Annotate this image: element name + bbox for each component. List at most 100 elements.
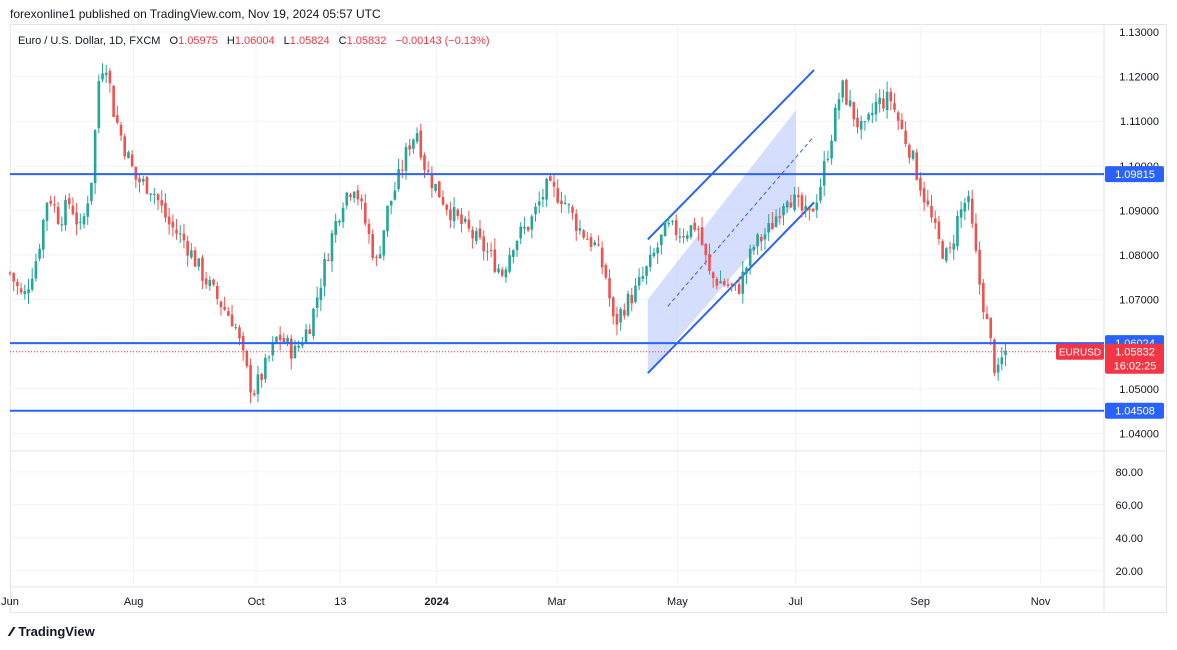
candle <box>42 218 45 259</box>
candle-body <box>34 261 38 279</box>
candle <box>970 189 974 229</box>
candle <box>996 357 1000 381</box>
candle-body <box>304 329 308 343</box>
footer-brand[interactable]: ⁄⁄ TradingView <box>10 624 95 639</box>
candle <box>408 138 411 157</box>
high-label: H <box>226 35 235 47</box>
candle-body <box>900 119 904 129</box>
candle <box>593 239 597 247</box>
candle <box>82 212 86 229</box>
candle <box>75 203 78 236</box>
candle-body <box>312 308 315 337</box>
candle-body <box>282 338 286 343</box>
candle <box>319 278 323 312</box>
candle <box>552 174 556 197</box>
candle <box>604 263 608 280</box>
candle <box>545 177 548 207</box>
candle <box>782 203 785 226</box>
candle-body <box>215 285 219 299</box>
candle <box>719 270 722 284</box>
candle <box>486 242 489 261</box>
candle-body <box>415 133 419 142</box>
candle <box>478 220 482 240</box>
candle <box>726 278 730 289</box>
candle <box>833 103 837 142</box>
candle-body <box>737 284 741 294</box>
candle-body <box>586 238 589 240</box>
candle-body <box>885 91 889 111</box>
candle-body <box>748 248 752 266</box>
candle-body <box>852 101 856 120</box>
candle <box>382 230 386 261</box>
symbol-tag-label: EURUSD <box>1059 348 1101 359</box>
candle-body <box>323 258 326 287</box>
candle-body <box>826 158 830 160</box>
candle <box>789 194 793 208</box>
candles <box>8 63 1007 404</box>
candle <box>471 226 474 249</box>
candle-body <box>600 247 604 268</box>
level-price-label: 1.09815 <box>1115 169 1155 181</box>
candle-body <box>989 317 993 339</box>
candle-body <box>90 182 93 201</box>
candle-body <box>408 145 411 150</box>
candle-body <box>449 209 452 221</box>
candle <box>623 303 626 320</box>
candle <box>541 188 545 208</box>
candle-body <box>82 216 86 225</box>
candle <box>908 143 911 164</box>
candle <box>460 208 463 233</box>
candle-body <box>426 170 430 172</box>
candle-body <box>641 276 645 279</box>
indicator-tick-label: 40.00 <box>1115 533 1143 545</box>
candle-body <box>811 208 815 212</box>
candle <box>64 195 67 231</box>
candle <box>341 202 345 229</box>
candle <box>234 323 238 331</box>
candle <box>449 201 452 228</box>
low-value: 1.05824 <box>289 35 330 47</box>
candle-body <box>30 278 34 290</box>
candle-body <box>330 233 334 262</box>
candle-body <box>19 288 23 293</box>
time-tick-label: Sep <box>910 596 930 608</box>
candle <box>475 227 478 245</box>
indicator-tick-label: 60.00 <box>1115 500 1143 512</box>
candle-body <box>12 273 16 282</box>
candle-body <box>726 284 730 286</box>
candle <box>774 209 778 228</box>
candle-body <box>512 250 515 257</box>
price-tick-label: 1.12000 <box>1119 72 1159 84</box>
candle-body <box>227 311 230 316</box>
candle-body <box>578 228 582 231</box>
candle <box>893 93 896 113</box>
candle-body <box>1000 357 1004 365</box>
candle-body <box>941 241 944 259</box>
pane-separator <box>10 24 1167 613</box>
candle <box>671 219 674 226</box>
candle <box>848 89 852 108</box>
candle <box>38 243 41 262</box>
candle-body <box>911 150 915 159</box>
candle-body <box>815 202 819 211</box>
candle <box>722 278 726 287</box>
candle-body <box>186 241 189 256</box>
candle-body <box>156 194 160 201</box>
time-tick-label: Mar <box>548 596 567 608</box>
candle <box>611 296 615 325</box>
candle <box>737 276 741 296</box>
price-tick-label: 1.08000 <box>1119 250 1159 262</box>
candle-body <box>386 205 389 232</box>
candle <box>412 138 415 154</box>
candle <box>911 149 915 161</box>
candle-body <box>837 99 841 111</box>
candle-body <box>463 218 467 222</box>
price-channel <box>647 69 815 374</box>
candle <box>600 241 604 275</box>
candle <box>685 231 689 242</box>
candle <box>648 245 652 272</box>
candle <box>182 223 186 249</box>
candle <box>878 89 882 113</box>
candle-body <box>486 251 489 253</box>
